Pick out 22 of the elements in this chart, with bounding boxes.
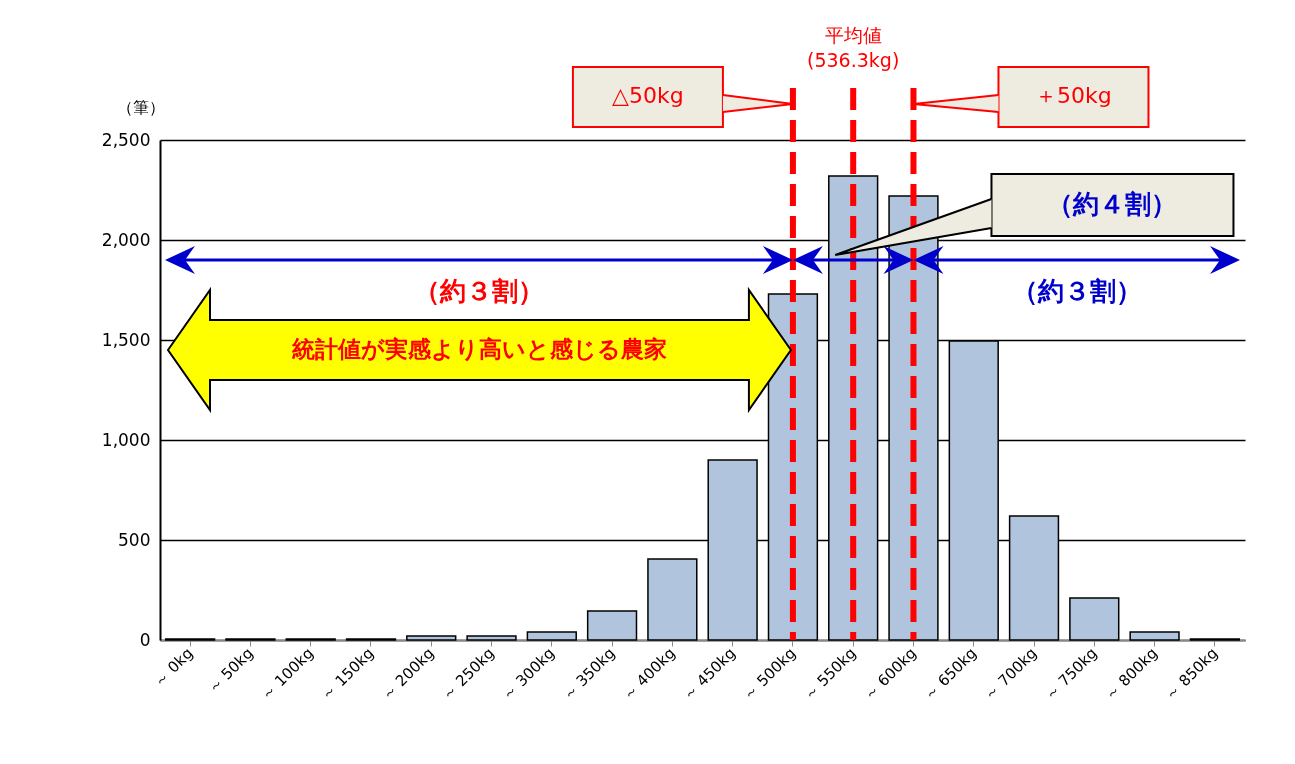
y-tick-label: 2,500 <box>101 129 151 150</box>
bar <box>647 558 698 641</box>
y-tick-label: 1,500 <box>101 329 151 350</box>
annotation: （約４割） <box>1047 188 1178 219</box>
bar <box>406 635 457 641</box>
ref-line-label: 平均値 (536.3kg) <box>807 23 900 71</box>
y-tick-label: 1,000 <box>101 429 151 450</box>
bar <box>1069 597 1120 641</box>
x-tick-label: ～ 0kg <box>150 644 197 691</box>
annotation: 統計値が実感より高いと感じる農家 <box>290 335 667 362</box>
y-tick-label: 0 <box>139 629 151 650</box>
bar <box>466 635 517 641</box>
y-tick-label: 500 <box>118 529 151 550</box>
y-axis-title: （筆） <box>116 97 165 117</box>
bar <box>526 631 577 641</box>
bar <box>586 610 638 641</box>
annotation: （約３割） <box>1011 275 1142 306</box>
bar <box>1129 631 1180 641</box>
ref-line-label: △50kg <box>612 83 684 108</box>
ref-line-label: ＋50kg <box>1035 83 1112 108</box>
y-tick-label: 2,000 <box>101 229 151 250</box>
annotation: （約３割） <box>413 275 544 306</box>
